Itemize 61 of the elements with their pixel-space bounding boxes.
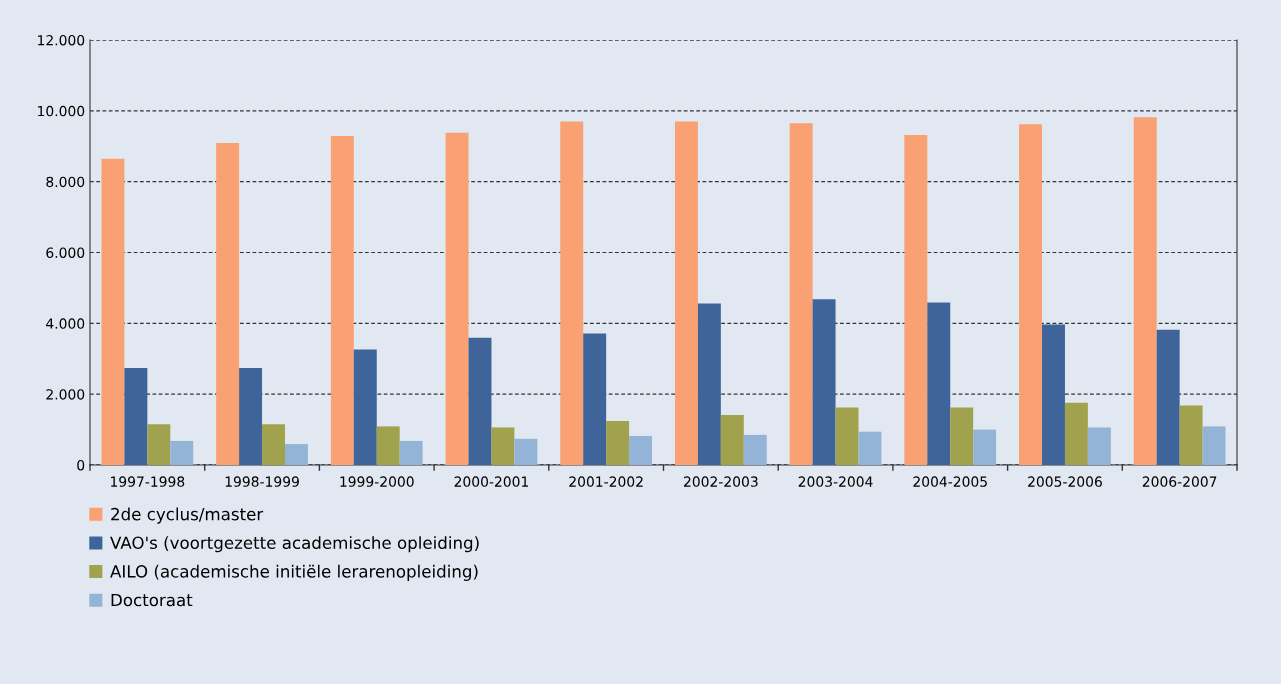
bar bbox=[399, 440, 423, 465]
bar bbox=[216, 143, 240, 465]
bar bbox=[1042, 324, 1065, 465]
bar bbox=[720, 415, 744, 465]
bar bbox=[101, 158, 125, 465]
y-tick-label: 4.000 bbox=[46, 318, 85, 329]
bar bbox=[1156, 329, 1180, 465]
bar bbox=[147, 424, 171, 465]
bar bbox=[376, 426, 400, 465]
bar bbox=[468, 337, 492, 465]
bar bbox=[1019, 124, 1043, 465]
bar bbox=[1133, 117, 1157, 465]
legend-label: VAO's (voortgezette academische opleiding) bbox=[110, 536, 479, 553]
bar bbox=[1179, 405, 1203, 465]
y-tick-label: 2.000 bbox=[46, 389, 85, 400]
x-tick-label: 2003-2004 bbox=[798, 476, 873, 487]
bar bbox=[170, 440, 194, 465]
y-tick-label: 6.000 bbox=[46, 247, 85, 258]
x-tick-label: 2005-2006 bbox=[1028, 476, 1102, 487]
x-tick-label: 2006-2007 bbox=[1142, 476, 1217, 487]
x-tick-label: 1998-1999 bbox=[225, 476, 299, 487]
legend-label: 2de cyclus/master bbox=[111, 507, 264, 524]
y-tick-label: 12.000 bbox=[38, 34, 85, 46]
x-tick-label: 1999-2000 bbox=[340, 476, 414, 487]
legend-label: Doctoraat bbox=[111, 593, 193, 607]
bar bbox=[812, 299, 836, 465]
x-tick-label: 2001-2002 bbox=[569, 476, 643, 487]
bar bbox=[743, 434, 767, 465]
x-tick-label: 1997-1998 bbox=[111, 476, 185, 487]
bar bbox=[491, 427, 515, 465]
y-tick-label: 0 bbox=[77, 459, 85, 471]
bar bbox=[445, 132, 469, 465]
bar bbox=[606, 421, 630, 465]
y-tick-label: 10.000 bbox=[38, 105, 85, 117]
bar bbox=[353, 349, 377, 465]
x-tick-label: 2000-2001 bbox=[454, 476, 529, 487]
bar bbox=[927, 302, 951, 465]
bar bbox=[835, 407, 859, 465]
bar bbox=[1087, 427, 1111, 465]
x-tick-label: 2004-2005 bbox=[913, 476, 987, 487]
y-tick-label: 8.000 bbox=[46, 176, 85, 188]
bar bbox=[629, 435, 653, 465]
legend-label: AILO (academische initiële lerarenopleiding) bbox=[110, 564, 478, 581]
bar bbox=[514, 438, 538, 465]
bar bbox=[583, 333, 607, 465]
bar bbox=[789, 123, 813, 465]
bar bbox=[124, 367, 148, 465]
bar bbox=[973, 429, 997, 465]
bar bbox=[284, 444, 308, 465]
bar bbox=[950, 407, 974, 465]
bar bbox=[858, 431, 882, 465]
bar bbox=[239, 367, 263, 465]
bar bbox=[1202, 426, 1226, 465]
bar bbox=[262, 424, 285, 465]
bar bbox=[560, 121, 584, 465]
bar bbox=[1064, 402, 1088, 465]
bar bbox=[697, 303, 721, 465]
bar bbox=[904, 134, 928, 465]
bar bbox=[330, 135, 354, 465]
x-tick-label: 2002-2003 bbox=[684, 476, 758, 487]
bar bbox=[674, 121, 698, 465]
